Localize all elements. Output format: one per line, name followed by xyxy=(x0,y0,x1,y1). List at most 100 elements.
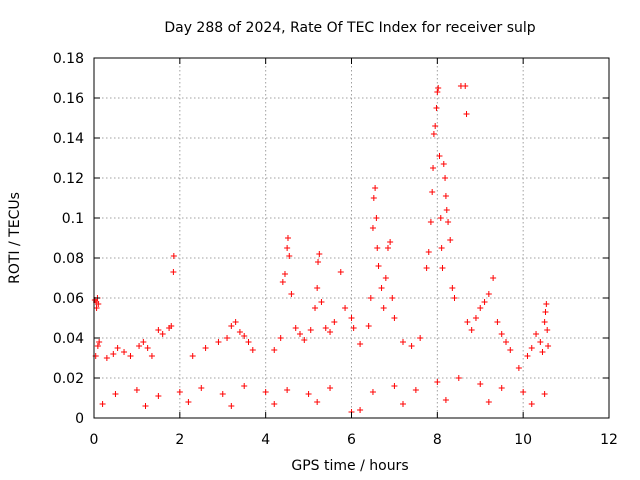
data-point xyxy=(114,345,121,351)
data-point xyxy=(464,319,471,325)
data-point xyxy=(442,175,449,181)
data-point xyxy=(292,325,299,331)
x-tick-label: 10 xyxy=(514,432,532,448)
data-point xyxy=(537,339,544,345)
data-point xyxy=(369,389,376,395)
y-tick-label: 0.04 xyxy=(53,331,84,347)
data-point xyxy=(485,399,492,405)
chart-title: Day 288 of 2024, Rate Of TEC Index for r… xyxy=(164,20,535,36)
data-point xyxy=(541,391,548,397)
y-tick-label: 0.08 xyxy=(53,251,84,267)
data-point xyxy=(498,385,505,391)
data-point xyxy=(435,85,442,91)
data-point xyxy=(142,403,149,409)
data-point xyxy=(94,343,101,349)
data-point xyxy=(331,319,338,325)
data-point xyxy=(445,219,452,225)
data-point xyxy=(316,251,323,257)
data-point xyxy=(412,387,419,393)
data-point xyxy=(202,345,209,351)
data-point xyxy=(541,319,548,325)
data-point xyxy=(543,301,550,307)
data-point xyxy=(507,347,514,353)
data-point xyxy=(241,333,248,339)
data-point xyxy=(382,275,389,281)
y-tick-label: 0.16 xyxy=(53,91,84,107)
data-point xyxy=(96,339,103,345)
data-point xyxy=(400,401,406,407)
data-point xyxy=(314,285,321,291)
data-point xyxy=(93,305,100,311)
data-point xyxy=(442,193,449,199)
data-point xyxy=(110,351,117,357)
data-point xyxy=(262,389,269,395)
data-point xyxy=(350,325,357,331)
data-point xyxy=(357,341,364,347)
data-point xyxy=(170,269,177,275)
data-point xyxy=(170,253,177,259)
data-point xyxy=(442,397,449,403)
data-point xyxy=(544,327,551,333)
y-tick-label: 0.06 xyxy=(53,291,84,307)
data-point xyxy=(327,329,334,335)
data-point xyxy=(425,249,432,255)
data-point xyxy=(327,385,334,391)
data-point xyxy=(241,383,248,389)
data-point xyxy=(342,305,349,311)
y-tick-label: 0.1 xyxy=(62,211,84,227)
data-point xyxy=(423,265,430,271)
data-point xyxy=(127,353,134,359)
data-point xyxy=(112,391,119,397)
data-point xyxy=(520,389,527,395)
data-point xyxy=(427,219,434,225)
data-point xyxy=(443,207,450,213)
data-point xyxy=(440,161,447,167)
data-point xyxy=(337,269,344,275)
data-point xyxy=(373,215,380,221)
data-point xyxy=(485,291,492,297)
data-point xyxy=(133,387,140,393)
data-point xyxy=(215,339,222,345)
data-point xyxy=(490,275,497,281)
data-point xyxy=(228,323,235,329)
x-tick-label: 4 xyxy=(261,432,270,448)
data-point xyxy=(437,215,444,221)
data-point xyxy=(455,375,462,381)
x-tick-label: 0 xyxy=(90,432,99,448)
data-point xyxy=(391,315,398,321)
data-point xyxy=(307,327,314,333)
data-point xyxy=(148,353,155,359)
y-tick-label: 0.12 xyxy=(53,171,84,187)
y-tick-label: 0 xyxy=(75,411,84,427)
data-point xyxy=(224,335,231,341)
data-point xyxy=(155,393,162,399)
data-point xyxy=(245,339,252,345)
data-point xyxy=(468,327,475,333)
data-point xyxy=(477,381,484,387)
data-point xyxy=(198,385,205,391)
data-point xyxy=(318,299,325,305)
data-point xyxy=(286,253,293,259)
x-tick-label: 6 xyxy=(347,432,356,448)
data-point xyxy=(447,237,454,243)
data-point xyxy=(451,295,458,301)
data-point xyxy=(528,401,535,407)
data-point xyxy=(144,345,151,351)
data-point xyxy=(389,295,396,301)
data-point xyxy=(417,335,424,341)
data-point xyxy=(168,323,175,329)
data-point xyxy=(155,327,162,333)
data-point xyxy=(305,391,312,397)
y-tick-label: 0.18 xyxy=(53,51,84,67)
data-point xyxy=(430,165,437,171)
data-point xyxy=(542,309,549,315)
data-point xyxy=(232,319,239,325)
data-point xyxy=(434,379,441,385)
x-tick-label: 12 xyxy=(600,432,618,448)
data-point xyxy=(176,389,183,395)
data-point xyxy=(494,319,501,325)
data-point xyxy=(481,299,488,305)
data-point xyxy=(140,339,147,345)
y-tick-label: 0.02 xyxy=(53,371,84,387)
